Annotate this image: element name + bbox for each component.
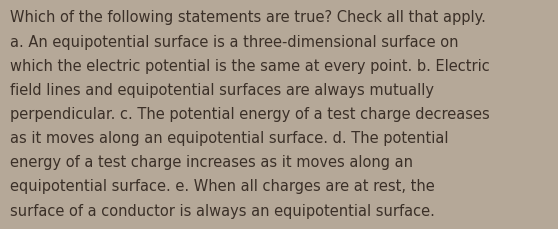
Text: field lines and equipotential surfaces are always mutually: field lines and equipotential surfaces a…: [10, 82, 434, 97]
Text: Which of the following statements are true? Check all that apply.: Which of the following statements are tr…: [10, 10, 486, 25]
Text: a. An equipotential surface is a three-dimensional surface on: a. An equipotential surface is a three-d…: [10, 34, 459, 49]
Text: energy of a test charge increases as it moves along an: energy of a test charge increases as it …: [10, 155, 413, 169]
Text: surface of a conductor is always an equipotential surface.: surface of a conductor is always an equi…: [10, 203, 435, 218]
Text: equipotential surface. e. When all charges are at rest, the: equipotential surface. e. When all charg…: [10, 179, 435, 194]
Text: perpendicular. c. The potential energy of a test charge decreases: perpendicular. c. The potential energy o…: [10, 106, 490, 121]
Text: as it moves along an equipotential surface. d. The potential: as it moves along an equipotential surfa…: [10, 131, 449, 145]
Text: which the electric potential is the same at every point. b. Electric: which the electric potential is the same…: [10, 58, 490, 73]
